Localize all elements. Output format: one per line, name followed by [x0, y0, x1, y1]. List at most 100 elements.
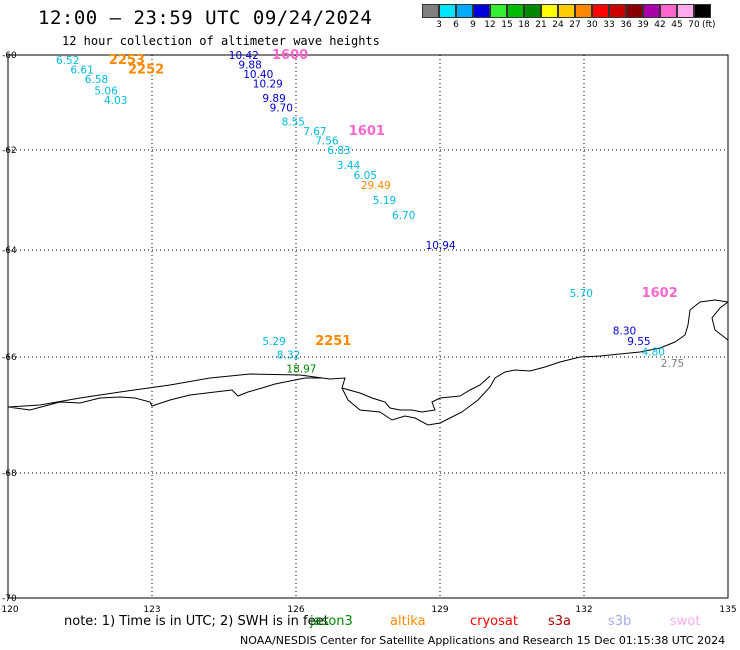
satellite-label-jason3: jason3 [310, 614, 353, 629]
wave-height-value: 5.19 [373, 195, 396, 207]
wave-height-value: 9.88 [238, 60, 261, 72]
legend-label: 39 [637, 20, 649, 30]
lon-label: 120 [1, 605, 18, 615]
lat-label: -62 [2, 146, 17, 156]
antarctic-coastline [7, 299, 729, 426]
wave-height-value: 18.97 [286, 364, 316, 376]
wave-height-value: 6.58 [85, 74, 108, 86]
satellite-label-s3b: s3b [608, 614, 632, 629]
lon-label: 129 [431, 605, 448, 615]
satellite-label-swot: swot [670, 614, 701, 629]
legend-swatches [422, 4, 711, 18]
legend-swatch [422, 4, 439, 18]
pass-time-label: 2252 [128, 62, 164, 77]
wave-height-value: 3.44 [337, 160, 361, 172]
wave-height-value: 9.70 [270, 102, 293, 114]
legend-swatch [456, 4, 473, 18]
pass-time-label: 1601 [349, 124, 385, 139]
legend-label: 45 [671, 20, 683, 30]
legend-swatch [473, 4, 490, 18]
wave-height-value: 29.49 [361, 180, 391, 192]
legend-swatch [558, 4, 575, 18]
pass-time-label: 1600 [272, 48, 308, 63]
wave-height-value: 8.55 [282, 117, 305, 129]
wave-height-value: 10.29 [253, 79, 283, 91]
wave-height-value: 10.40 [243, 69, 273, 81]
wave-height-value: 8.32 [277, 349, 300, 361]
lon-labels: 120 123 126 129 132 135 [1, 605, 736, 615]
wave-height-value: 6.83 [327, 145, 350, 157]
footer-note: note: 1) Time is in UTC; 2) SWH is in fe… [64, 614, 329, 629]
wave-height-value: 4.80 [642, 347, 665, 359]
lat-label: -60 [2, 51, 17, 61]
legend-swatch [643, 4, 660, 18]
legend-swatch [592, 4, 609, 18]
lon-label: 135 [719, 605, 736, 615]
page-subtitle: 12 hour collection of altimeter wave hei… [62, 34, 380, 48]
wave-height-value: 9.89 [262, 93, 285, 105]
lat-label: -66 [2, 353, 17, 363]
pass-time-label: 2251 [315, 334, 351, 349]
lat-labels: -60 -62 -64 -66 -68 -70 [2, 51, 17, 604]
legend-label: 3 [436, 20, 442, 30]
legend-label: 27 [569, 20, 581, 30]
lon-label: 126 [287, 605, 304, 615]
lat-label: -68 [2, 469, 17, 479]
wave-height-value: 4.03 [104, 95, 127, 107]
legend-labels: 3 6 9 12 15 18 21 24 27 30 33 36 39 42 45 70 (ft) [422, 20, 715, 32]
legend-label: 33 [603, 20, 615, 30]
legend-label: 18 [518, 20, 530, 30]
legend-label: 9 [470, 20, 476, 30]
satellite-label-cryosat: cryosat [470, 614, 518, 629]
lat-label: -64 [2, 246, 17, 256]
lat-label: -70 [2, 594, 17, 604]
pass-time-label: 1602 [642, 286, 678, 301]
wave-height-value: 8.30 [613, 325, 636, 337]
credit-line: NOAA/NESDIS Center for Satellite Applica… [240, 634, 726, 647]
wave-height-value: 5.06 [94, 86, 118, 98]
legend-label: 12 [484, 20, 496, 30]
satellite-label-altika: altika [390, 614, 426, 629]
wave-height-value: 5.70 [570, 288, 593, 300]
legend-label: 21 [535, 20, 547, 30]
legend-label: 70 [688, 20, 700, 30]
wave-height-value: 10.94 [426, 240, 456, 252]
graticule [7, 54, 729, 599]
legend-swatch [524, 4, 541, 18]
legend-label: 42 [654, 20, 666, 30]
legend-swatch [677, 4, 694, 18]
lon-label: 132 [575, 605, 592, 615]
legend-swatch [575, 4, 592, 18]
lon-label: 123 [143, 605, 160, 615]
page-title: 12:00 – 23:59 UTC 09/24/2024 [38, 7, 373, 29]
legend-label: 15 [501, 20, 513, 30]
wave-height-value: 6.61 [70, 64, 93, 76]
legend-swatch [626, 4, 643, 18]
color-legend: 3 6 9 12 15 18 21 24 27 30 33 36 39 42 45 70 (ft) [422, 4, 716, 32]
legend-swatch [439, 4, 456, 18]
wave-height-value: 7.56 [315, 136, 339, 148]
legend-label: 36 [620, 20, 632, 30]
legend-label: 6 [453, 20, 459, 30]
wave-height-observations: 10.429.8810.4010.299.899.708.557.677.566… [56, 50, 684, 376]
legend-label: 24 [552, 20, 564, 30]
satellite-label-s3a: s3a [548, 614, 572, 629]
wave-height-value: 6.05 [354, 170, 377, 182]
wave-height-value: 9.55 [627, 336, 650, 348]
legend-label: 30 [586, 20, 598, 30]
legend-unit: (ft) [702, 20, 716, 30]
legend-swatch [660, 4, 677, 18]
legend-swatch [694, 4, 711, 18]
wave-height-value: 10.42 [229, 50, 259, 62]
legend-swatch [541, 4, 558, 18]
pass-time-label: 2253 [109, 53, 145, 68]
wave-height-value: 6.52 [56, 55, 79, 67]
wave-height-value: 6.70 [392, 210, 415, 222]
wave-height-value: 5.29 [262, 336, 285, 348]
wave-height-value: 7.67 [303, 126, 326, 138]
legend-swatch [490, 4, 507, 18]
legend-swatch [507, 4, 524, 18]
legend-swatch [609, 4, 626, 18]
